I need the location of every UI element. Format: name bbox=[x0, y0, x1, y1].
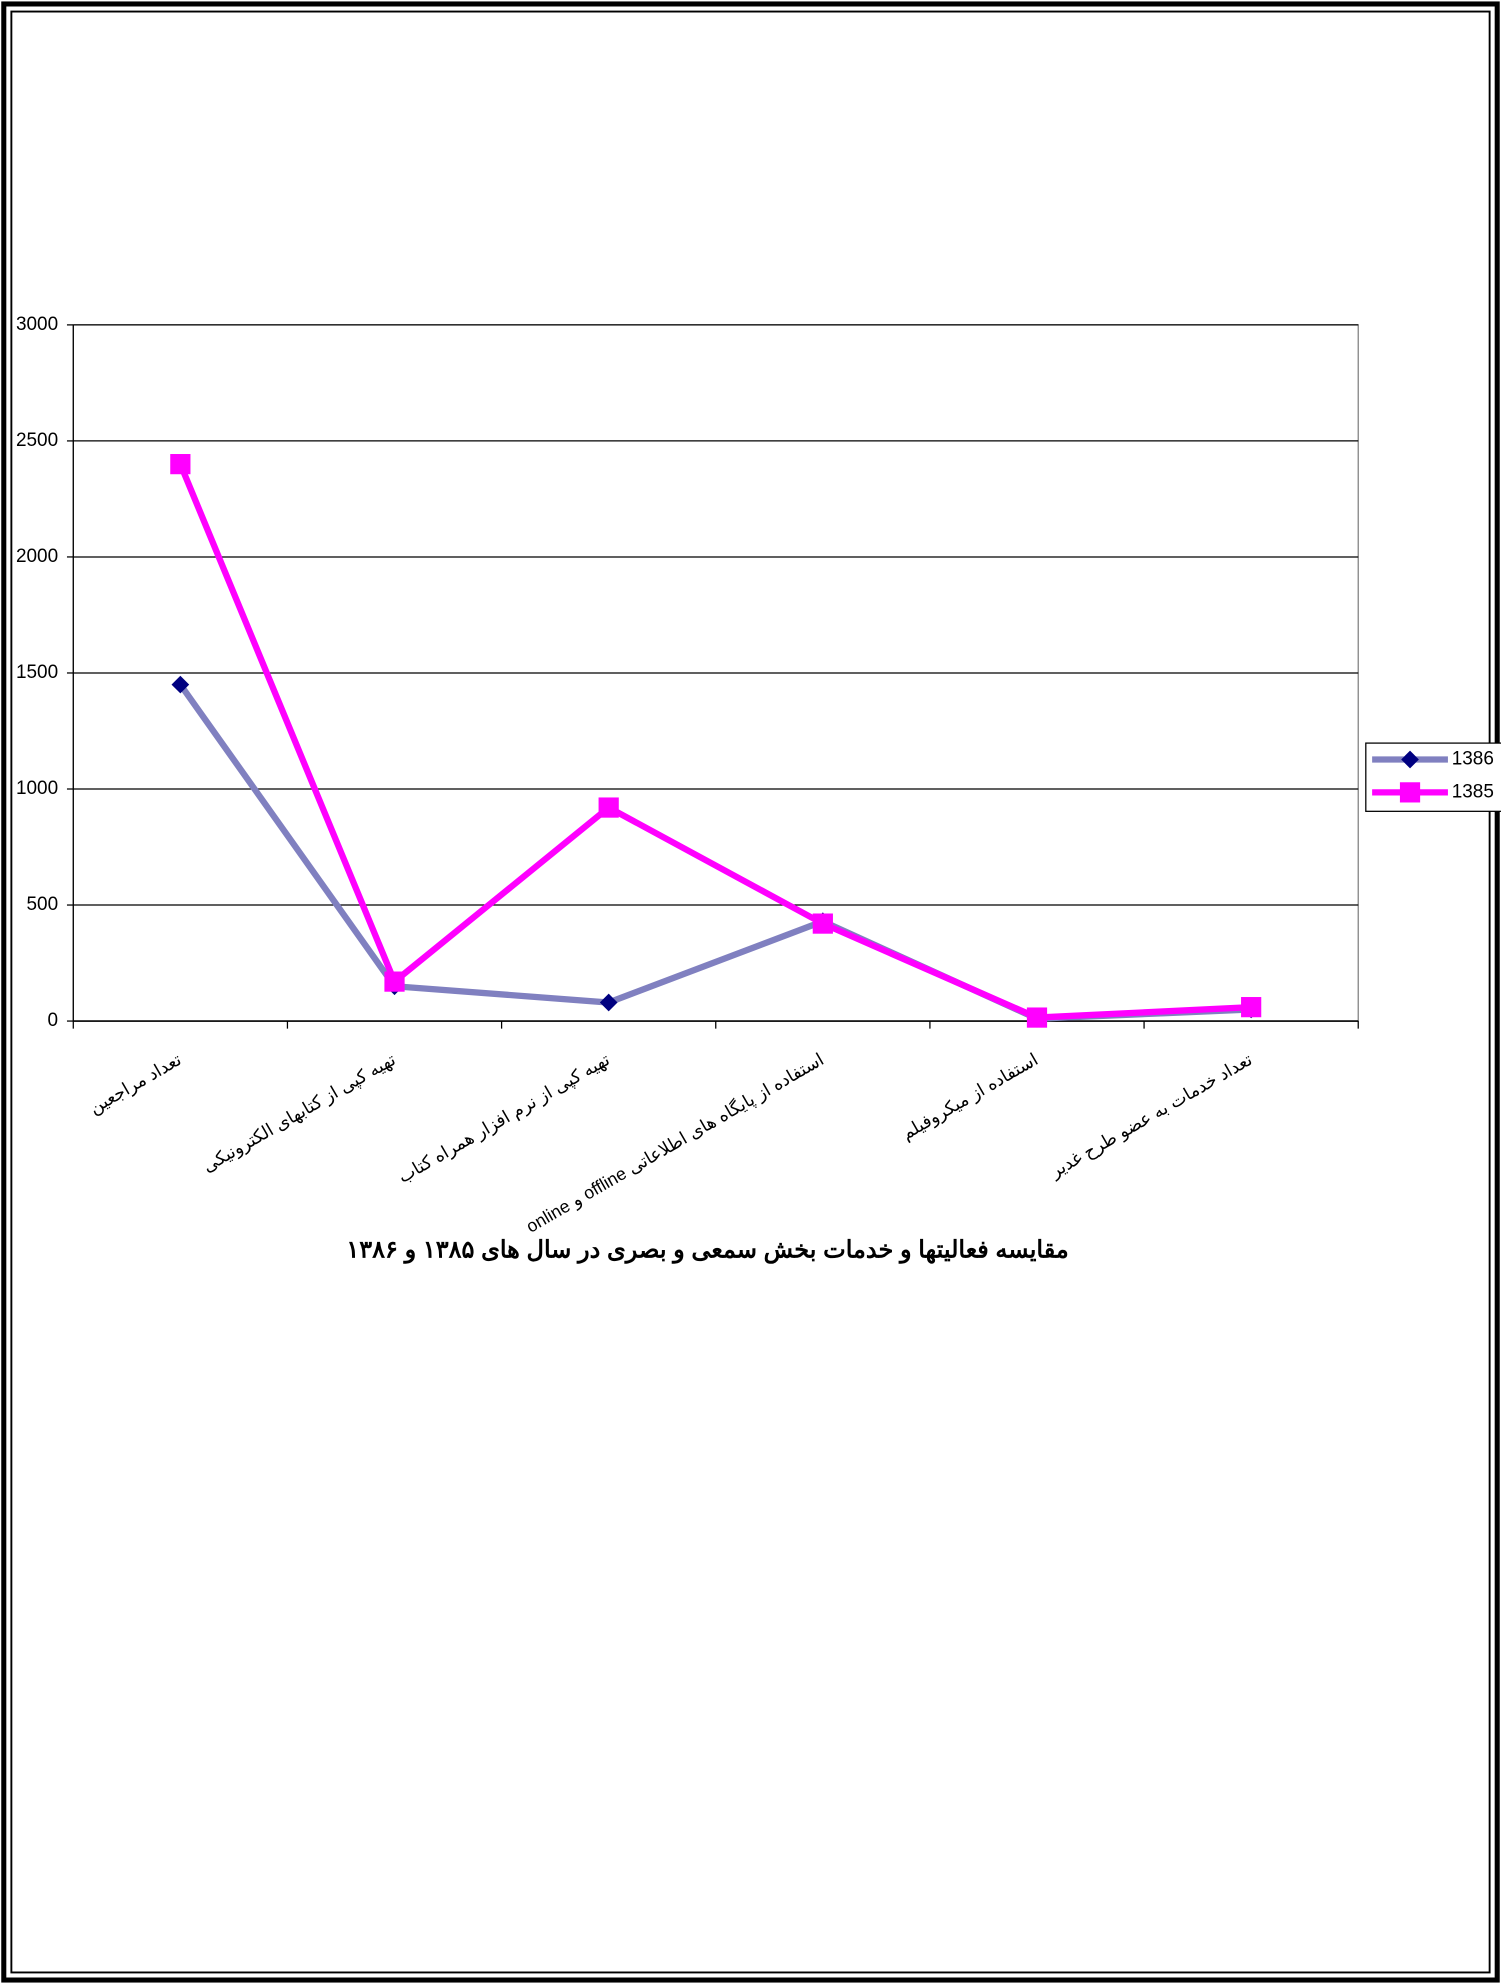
data-point bbox=[1241, 997, 1262, 1018]
data-point bbox=[812, 913, 833, 934]
y-tick-label: 1000 bbox=[16, 778, 58, 799]
x-tick-label: استفاده از ميكروفيلم bbox=[898, 1049, 1042, 1144]
data-point bbox=[384, 971, 405, 992]
y-tick-label: 2500 bbox=[16, 430, 58, 451]
x-tick-label: تهيه كپی از نرم افزار همراه كتاب bbox=[395, 1049, 614, 1188]
series-line bbox=[177, 462, 1252, 1021]
legend-box bbox=[1365, 742, 1501, 812]
page-border-inner bbox=[10, 10, 1491, 1974]
legend-label: 1385 bbox=[1452, 781, 1494, 802]
data-point bbox=[170, 454, 191, 475]
chart-title: مقايسه فعاليتها و خدمات بخش سمعی و بصری … bbox=[346, 1236, 1068, 1264]
x-tick-label: تعداد مراجعين bbox=[86, 1049, 186, 1119]
data-point bbox=[598, 797, 619, 818]
y-tick-label: 3000 bbox=[16, 314, 58, 335]
y-tick-label: 2000 bbox=[16, 546, 58, 567]
data-point bbox=[171, 675, 190, 694]
data-point bbox=[1026, 1007, 1048, 1028]
y-tick-label: 0 bbox=[48, 1010, 59, 1031]
y-tick-label: 500 bbox=[27, 894, 59, 915]
y-tick-label: 1500 bbox=[16, 662, 58, 683]
x-tick-label: تهيه كپی از كتابهای الكترونيكی bbox=[199, 1049, 399, 1177]
legend-label: 1386 bbox=[1452, 749, 1494, 770]
legend-marker bbox=[1399, 782, 1421, 803]
legend-marker bbox=[1401, 750, 1419, 769]
x-tick-label: تعداد خدمات به عضو طرح غدير bbox=[1046, 1049, 1256, 1182]
